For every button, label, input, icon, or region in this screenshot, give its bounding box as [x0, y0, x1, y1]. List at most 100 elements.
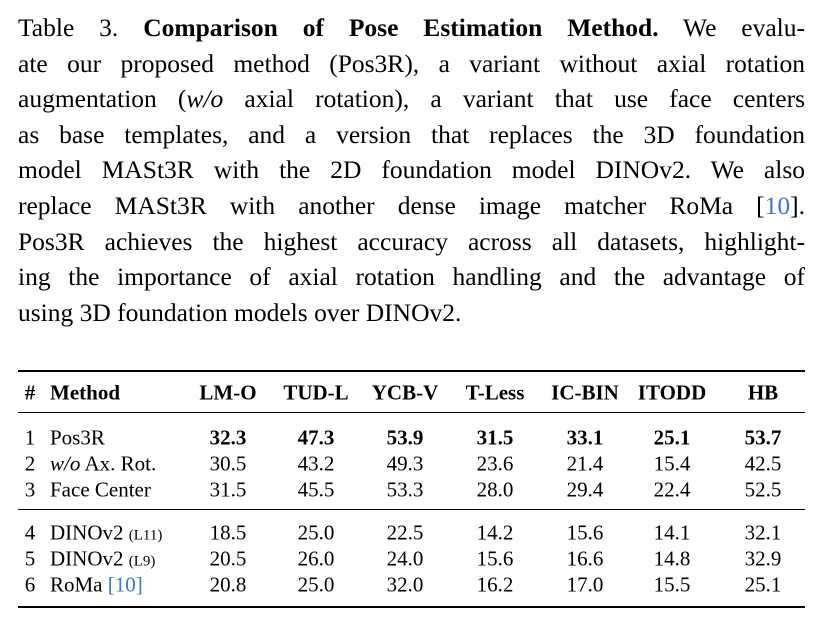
value-cell: 47.3: [297, 425, 335, 450]
caption-line: Table 3. Comparison of Pose Estimation M…: [18, 10, 805, 46]
value-cell: 17.0: [566, 572, 604, 597]
value-cell: 33.1: [566, 425, 604, 450]
method-name: w/o: [50, 451, 81, 476]
caption-text: as base templates, and a version that re…: [18, 119, 805, 149]
value-cell: 14.1: [653, 520, 691, 545]
method-name: Ax. Rot.: [84, 451, 157, 476]
row-id: 3: [24, 477, 36, 502]
value-cell: 16.2: [476, 572, 514, 597]
caption-line: as base templates, and a version that re…: [18, 117, 805, 153]
value-cell: 30.5: [209, 451, 247, 476]
mid-rule: [18, 509, 805, 510]
top-rule: [18, 370, 805, 372]
value-cell: 14.2: [476, 520, 514, 545]
caption-line: Pos3R achieves the highest accuracy acro…: [18, 224, 805, 260]
header-cell: #: [24, 380, 36, 405]
value-cell: 16.6: [566, 546, 604, 571]
value-cell: 53.9: [386, 425, 424, 450]
value-cell: 15.6: [566, 520, 604, 545]
value-cell: 20.5: [209, 546, 247, 571]
method-name: Face Center: [50, 477, 151, 502]
header-cell: T-Less: [465, 380, 525, 405]
caption-text: ate our proposed method (Pos3R), a varia…: [18, 48, 805, 78]
method-variant: (L11): [128, 527, 163, 544]
method-variant: (L9): [128, 553, 156, 570]
caption-line: ate our proposed method (Pos3R), a varia…: [18, 46, 805, 82]
method-name: Pos3R: [50, 425, 105, 450]
caption-text: using 3D foundation models over DINOv2.: [18, 297, 462, 327]
value-cell: 20.8: [209, 572, 247, 597]
value-cell: 15.5: [653, 572, 691, 597]
method-name: DINOv2: [50, 520, 124, 545]
row-id: 6: [24, 572, 36, 597]
value-cell: 29.4: [566, 477, 604, 502]
method-cell: DINOv2 (L9): [50, 547, 155, 572]
caption-text: replace MASt3R with another dense image …: [18, 191, 765, 220]
header-cell: LM-O: [199, 380, 257, 405]
value-cell: 25.1: [744, 572, 782, 597]
header-cell: YCB-V: [371, 380, 439, 405]
value-cell: 22.5: [386, 520, 424, 545]
value-cell: 28.0: [476, 477, 514, 502]
value-cell: 45.5: [297, 477, 335, 502]
mid-rule: [18, 412, 805, 413]
value-cell: 31.5: [476, 425, 514, 450]
caption-text: model MASt3R with the 2D foundation mode…: [18, 155, 805, 185]
caption-line: ing the importance of axial rotation han…: [18, 259, 805, 295]
value-cell: 53.3: [386, 477, 424, 502]
caption-text: augmentation (: [18, 84, 187, 114]
header-cell: HB: [747, 380, 779, 405]
caption-line: using 3D foundation models over DINOv2.: [18, 295, 805, 331]
citation-link[interactable]: 10: [764, 191, 791, 220]
row-id: 5: [24, 546, 36, 571]
row-id: 2: [24, 451, 36, 476]
header-cell: TUD-L: [283, 380, 349, 405]
value-cell: 21.4: [566, 451, 604, 476]
header-cell: ITODD: [637, 380, 707, 405]
method-name: DINOv2: [50, 546, 124, 571]
value-cell: 15.4: [653, 451, 691, 476]
caption-text: Pos3R achieves the highest accuracy acro…: [18, 226, 805, 256]
method-cell: Face Center: [50, 478, 151, 503]
caption-text: ].: [790, 191, 805, 220]
method-cell: DINOv2 (L11): [50, 521, 162, 546]
value-cell: 49.3: [386, 451, 424, 476]
row-id: 4: [24, 520, 36, 545]
caption-text: ing the importance of axial rotation han…: [18, 262, 805, 292]
value-cell: 24.0: [386, 546, 424, 571]
header-cell: Method: [50, 380, 120, 405]
value-cell: 32.0: [386, 572, 424, 597]
value-cell: 31.5: [209, 477, 247, 502]
caption-line: augmentation (w/o axial rotation), a var…: [18, 81, 805, 117]
method-cell: RoMa [10]: [50, 573, 143, 598]
value-cell: 22.4: [653, 477, 691, 502]
value-cell: 32.9: [744, 546, 782, 571]
value-cell: 42.5: [744, 451, 782, 476]
row-id: 1: [24, 425, 36, 450]
bottom-rule: [18, 606, 805, 608]
value-cell: 25.1: [653, 425, 691, 450]
value-cell: 25.0: [297, 520, 335, 545]
caption-label: Table 3.: [18, 13, 119, 42]
caption-text: axial rotation), a variant that use face…: [223, 84, 805, 114]
value-cell: 43.2: [297, 451, 335, 476]
caption-line: replace MASt3R with another dense image …: [18, 188, 805, 224]
method-cell: w/o Ax. Rot.: [50, 452, 156, 477]
method-cell: Pos3R: [50, 426, 105, 451]
caption-title: Comparison of Pose Estimation Method.: [143, 13, 659, 42]
value-cell: 15.6: [476, 546, 514, 571]
value-cell: 53.7: [744, 425, 782, 450]
citation-link[interactable]: [10]: [107, 572, 143, 597]
value-cell: 52.5: [744, 477, 782, 502]
caption-text: We evalu-: [683, 13, 806, 42]
method-name: RoMa: [50, 572, 103, 597]
value-cell: 18.5: [209, 520, 247, 545]
caption-line: model MASt3R with the 2D foundation mode…: [18, 152, 805, 188]
value-cell: 32.1: [744, 520, 782, 545]
value-cell: 26.0: [297, 546, 335, 571]
value-cell: 14.8: [653, 546, 691, 571]
header-cell: IC-BIN: [551, 380, 619, 405]
value-cell: 32.3: [209, 425, 247, 450]
value-cell: 25.0: [297, 572, 335, 597]
